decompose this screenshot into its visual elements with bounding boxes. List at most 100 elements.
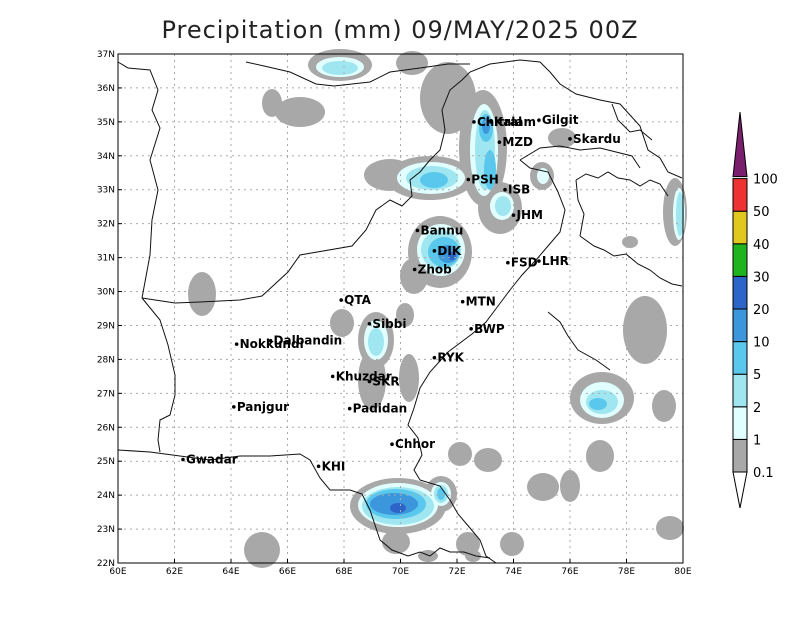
y-tick-label: 31N bbox=[97, 254, 115, 264]
city-label: DIK bbox=[437, 244, 461, 258]
colorbar-label: 5 bbox=[753, 368, 761, 383]
x-tick-labels: 60E 62E 64E 66E 68E 70E 72E 74E 76E 78E 80E bbox=[109, 559, 692, 577]
colorbar-label: 10 bbox=[753, 336, 770, 351]
city-dot bbox=[181, 457, 185, 462]
city-dot bbox=[316, 464, 321, 469]
city-label: Dalbandin bbox=[274, 334, 343, 348]
city-label: QTA bbox=[344, 293, 371, 307]
city-dot bbox=[330, 374, 335, 379]
x-tick-label: 74E bbox=[505, 567, 522, 577]
colorbar-label: 30 bbox=[753, 270, 770, 285]
x-tick-label: 64E bbox=[222, 567, 239, 577]
x-tick-label: 76E bbox=[561, 567, 578, 577]
y-tick-label: 29N bbox=[97, 321, 115, 331]
city-label: Chhor bbox=[395, 437, 435, 451]
colorbar-label: 40 bbox=[753, 238, 770, 253]
x-tick-label: 62E bbox=[166, 567, 183, 577]
city-dot bbox=[432, 355, 437, 360]
city-label: Kalam bbox=[494, 115, 536, 129]
y-tick-label: 23N bbox=[97, 525, 115, 535]
x-tick-label: 80E bbox=[674, 567, 691, 577]
colorbar-legend: 0.1 1 2 5 10 20 30 40 50 100 bbox=[732, 111, 778, 509]
y-tick-label: 24N bbox=[97, 491, 115, 501]
x-tick-label: 78E bbox=[618, 567, 635, 577]
city-dot bbox=[497, 140, 502, 145]
y-tick-label: 32N bbox=[97, 220, 115, 230]
x-tick-label: 72E bbox=[448, 567, 465, 577]
colorbar-label: 20 bbox=[753, 303, 770, 318]
graticule bbox=[118, 54, 683, 563]
city-dot bbox=[412, 267, 417, 272]
y-tick-label: 30N bbox=[97, 288, 115, 298]
colorbar-box bbox=[732, 243, 748, 277]
city-label: Gilgit bbox=[542, 113, 579, 127]
city-dot bbox=[432, 249, 437, 253]
city-label: MZD bbox=[502, 135, 533, 149]
city-dot bbox=[506, 260, 510, 265]
y-tick-label: 33N bbox=[97, 186, 115, 196]
city-dot bbox=[268, 338, 273, 343]
city-dot bbox=[466, 177, 471, 182]
x-tick-label: 68E bbox=[335, 567, 352, 577]
city-dot bbox=[537, 118, 541, 122]
colorbar-box bbox=[732, 275, 748, 310]
y-tick-label: 26N bbox=[97, 423, 115, 433]
colorbar-box bbox=[732, 308, 748, 343]
city-label: Gwadar bbox=[186, 453, 238, 467]
colorbar-top-triangle bbox=[732, 111, 748, 178]
city-dot bbox=[367, 379, 372, 384]
y-tick-label: 22N bbox=[97, 559, 115, 569]
y-tick-label: 34N bbox=[97, 152, 115, 162]
city-label: Bannu bbox=[420, 223, 463, 237]
city-dot bbox=[472, 120, 476, 124]
y-tick-label: 36N bbox=[97, 84, 115, 94]
city-label: BWP bbox=[474, 322, 505, 336]
city-dot bbox=[489, 120, 493, 124]
colorbar-label: 100 bbox=[753, 173, 778, 188]
colorbar-label: 2 bbox=[753, 401, 761, 416]
colorbar-box bbox=[732, 373, 748, 408]
city-label: LHR bbox=[542, 254, 569, 268]
city-dot bbox=[503, 187, 507, 192]
y-tick-label: 27N bbox=[97, 389, 115, 399]
city-label: JHM bbox=[516, 208, 543, 222]
city-label: RYK bbox=[437, 351, 464, 365]
country-borders bbox=[117, 59, 683, 564]
city-label: KHI bbox=[322, 459, 346, 473]
y-tick-label: 37N bbox=[97, 50, 115, 60]
colorbar-label: 50 bbox=[753, 205, 770, 220]
city-label: Skardu bbox=[573, 132, 621, 146]
y-tick-labels: 22N 23N 24N 25N 26N 27N 28N 29N 30N 31N 32N 33N 34N 3… bbox=[97, 50, 122, 569]
x-tick-label: 70E bbox=[392, 567, 409, 577]
city-dot bbox=[367, 321, 372, 326]
colorbar-box bbox=[732, 178, 748, 212]
city-dot bbox=[390, 442, 394, 447]
city-dot bbox=[568, 137, 572, 141]
city-dot bbox=[511, 213, 516, 217]
city-dot bbox=[469, 327, 473, 331]
x-tick-label: 60E bbox=[109, 567, 126, 577]
city-dot bbox=[460, 299, 465, 304]
colorbar-label: 0.1 bbox=[753, 466, 774, 481]
city-label: Panjgur bbox=[237, 400, 289, 414]
colorbar-box bbox=[732, 438, 748, 473]
city-label: MTN bbox=[466, 295, 496, 309]
city-label: Chitral bbox=[477, 115, 522, 129]
chart-title: Precipitation (mm) 09/MAY/2025 00Z bbox=[161, 16, 639, 44]
city-label: SKR bbox=[372, 374, 399, 388]
colorbar-label: 1 bbox=[753, 433, 761, 448]
city-label: Zhob bbox=[418, 262, 452, 276]
city-markers: Chitral Gilgit Kalam Skardu MZD PSH ISB JHM Bann… bbox=[181, 113, 621, 473]
y-tick-label: 28N bbox=[97, 355, 115, 365]
y-tick-label: 35N bbox=[97, 118, 115, 128]
city-dot bbox=[234, 342, 239, 346]
city-dot bbox=[232, 405, 236, 409]
city-label: ISB bbox=[508, 183, 530, 197]
city-label: Nokkundi bbox=[240, 337, 304, 351]
city-label: Padidan bbox=[353, 402, 408, 416]
city-label: FSD bbox=[511, 256, 538, 270]
x-tick-label: 66E bbox=[279, 567, 296, 577]
city-label: Sibbi bbox=[372, 317, 406, 331]
city-dot bbox=[347, 406, 352, 411]
